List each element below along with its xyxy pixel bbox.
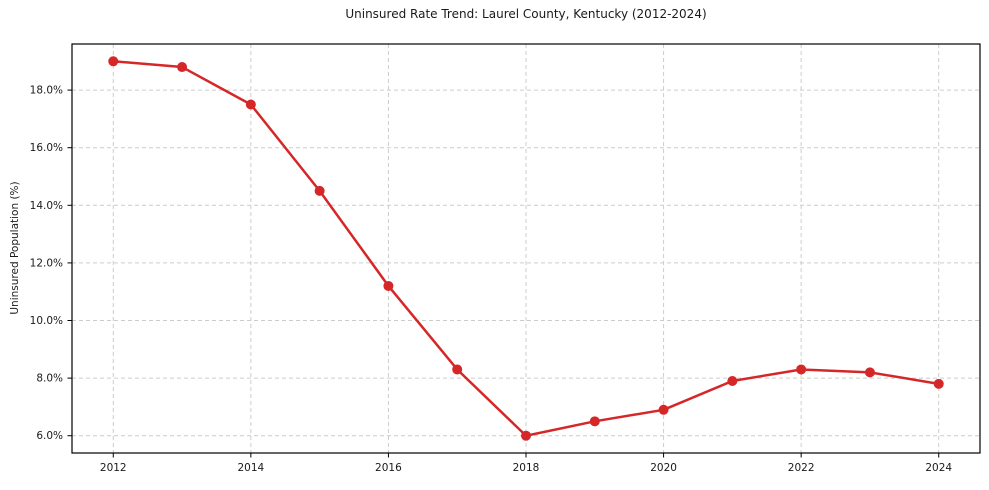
y-tick-label: 16.0% <box>30 142 63 154</box>
data-point-2014 <box>245 99 256 110</box>
data-point-2019 <box>589 416 600 427</box>
x-tick-label: 2016 <box>375 462 402 474</box>
y-tick-label: 18.0% <box>30 85 63 97</box>
data-point-2023 <box>864 367 875 378</box>
y-tick-label: 6.0% <box>36 430 63 442</box>
data-point-2018 <box>521 430 531 441</box>
x-tick-label: 2024 <box>925 462 952 474</box>
x-tick-label: 2014 <box>237 462 264 474</box>
x-tick-label: 2020 <box>650 462 677 474</box>
chart-title: Uninsured Rate Trend: Laurel County, Ken… <box>345 7 707 21</box>
data-point-2017 <box>452 364 463 375</box>
y-tick-label: 12.0% <box>30 257 63 269</box>
data-point-2015 <box>314 185 325 196</box>
x-tick-label: 2018 <box>513 462 540 474</box>
data-point-2020 <box>658 404 669 415</box>
data-point-2022 <box>796 364 807 375</box>
y-tick-label: 8.0% <box>36 373 63 385</box>
data-point-2024 <box>933 378 944 389</box>
x-tick-label: 2022 <box>788 462 815 474</box>
data-point-2012 <box>108 56 119 67</box>
data-point-2013 <box>177 62 188 73</box>
data-point-2021 <box>727 375 738 386</box>
y-tick-label: 10.0% <box>30 315 63 327</box>
y-tick-label: 14.0% <box>30 200 63 212</box>
x-tick-label: 2012 <box>100 462 127 474</box>
data-point-2016 <box>383 280 394 291</box>
